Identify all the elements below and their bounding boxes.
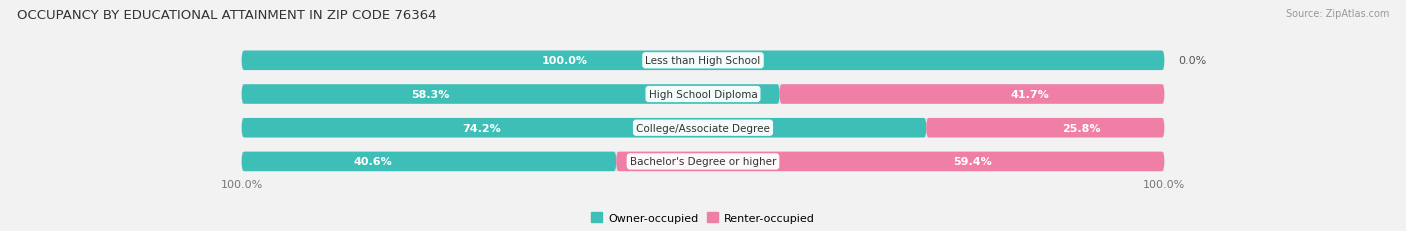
- FancyBboxPatch shape: [242, 119, 927, 138]
- Text: 74.2%: 74.2%: [463, 123, 501, 133]
- FancyBboxPatch shape: [242, 51, 1164, 71]
- Text: 100.0%: 100.0%: [1143, 179, 1185, 189]
- Bar: [242, 152, 1164, 171]
- Text: 59.4%: 59.4%: [953, 157, 991, 167]
- Text: 58.3%: 58.3%: [411, 90, 449, 100]
- FancyBboxPatch shape: [242, 85, 779, 104]
- Bar: [242, 85, 1164, 104]
- Text: 100.0%: 100.0%: [221, 179, 263, 189]
- Text: 0.0%: 0.0%: [1178, 56, 1206, 66]
- Text: 25.8%: 25.8%: [1062, 123, 1101, 133]
- FancyBboxPatch shape: [242, 152, 616, 171]
- Bar: [242, 119, 1164, 138]
- Text: 100.0%: 100.0%: [541, 56, 588, 66]
- Text: College/Associate Degree: College/Associate Degree: [636, 123, 770, 133]
- Text: Bachelor's Degree or higher: Bachelor's Degree or higher: [630, 157, 776, 167]
- Text: High School Diploma: High School Diploma: [648, 90, 758, 100]
- FancyBboxPatch shape: [927, 119, 1164, 138]
- Text: Source: ZipAtlas.com: Source: ZipAtlas.com: [1285, 9, 1389, 19]
- Bar: [242, 51, 1164, 71]
- FancyBboxPatch shape: [779, 85, 1164, 104]
- FancyBboxPatch shape: [616, 152, 1164, 171]
- FancyBboxPatch shape: [242, 119, 1164, 138]
- Text: OCCUPANCY BY EDUCATIONAL ATTAINMENT IN ZIP CODE 76364: OCCUPANCY BY EDUCATIONAL ATTAINMENT IN Z…: [17, 9, 436, 22]
- Text: 40.6%: 40.6%: [353, 157, 392, 167]
- FancyBboxPatch shape: [242, 51, 1164, 71]
- Text: 41.7%: 41.7%: [1011, 90, 1049, 100]
- FancyBboxPatch shape: [242, 152, 1164, 171]
- Legend: Owner-occupied, Renter-occupied: Owner-occupied, Renter-occupied: [586, 208, 820, 227]
- FancyBboxPatch shape: [242, 85, 1164, 104]
- Text: Less than High School: Less than High School: [645, 56, 761, 66]
